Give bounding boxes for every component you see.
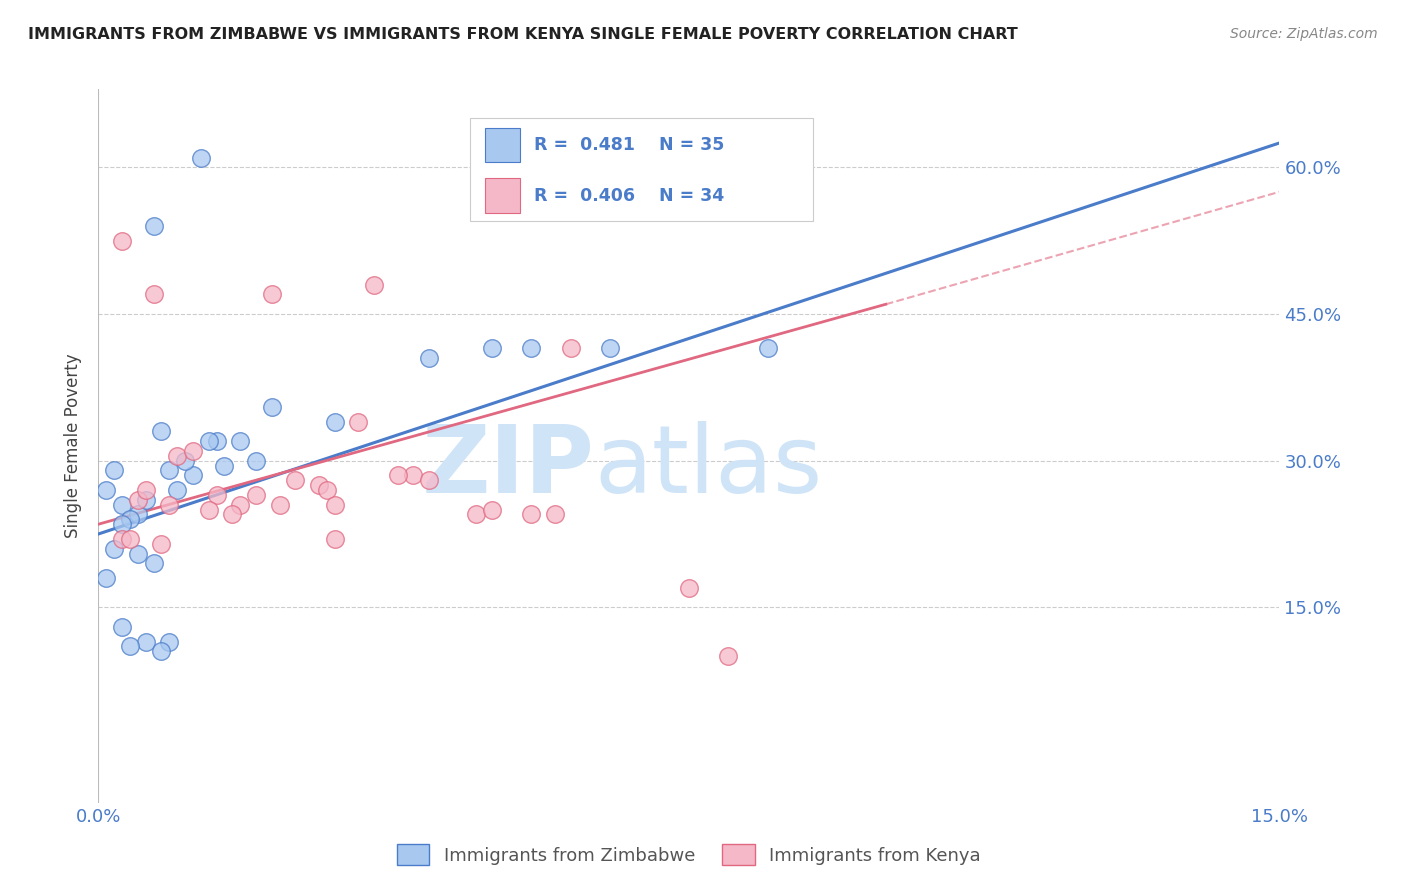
- FancyBboxPatch shape: [485, 178, 520, 212]
- Point: [96, 483, 118, 497]
- Point: [520, 341, 543, 355]
- Point: [323, 532, 346, 546]
- Point: [103, 541, 125, 556]
- Point: [111, 517, 134, 532]
- Point: [118, 532, 141, 546]
- Point: [135, 483, 157, 497]
- Point: [111, 234, 134, 248]
- Point: [166, 483, 188, 497]
- Point: [481, 502, 503, 516]
- Point: [560, 341, 582, 355]
- Point: [111, 532, 134, 546]
- Point: [142, 557, 165, 571]
- Point: [111, 498, 134, 512]
- Point: [418, 473, 440, 487]
- Point: [205, 434, 228, 449]
- Point: [387, 468, 409, 483]
- Point: [245, 453, 267, 467]
- Point: [103, 463, 125, 477]
- Point: [363, 277, 385, 292]
- Point: [197, 434, 219, 449]
- Point: [520, 508, 543, 522]
- Point: [111, 620, 134, 634]
- Point: [197, 502, 219, 516]
- Point: [127, 547, 149, 561]
- Point: [174, 453, 197, 467]
- Point: [323, 498, 346, 512]
- Point: [260, 400, 283, 414]
- Text: R =  0.481    N = 35: R = 0.481 N = 35: [534, 136, 724, 153]
- Point: [756, 341, 779, 355]
- Point: [157, 634, 180, 648]
- Point: [135, 492, 157, 507]
- Text: IMMIGRANTS FROM ZIMBABWE VS IMMIGRANTS FROM KENYA SINGLE FEMALE POVERTY CORRELAT: IMMIGRANTS FROM ZIMBABWE VS IMMIGRANTS F…: [28, 27, 1018, 42]
- Point: [347, 415, 370, 429]
- Point: [118, 640, 141, 654]
- Point: [402, 468, 425, 483]
- FancyBboxPatch shape: [471, 118, 813, 221]
- Point: [269, 498, 291, 512]
- Point: [135, 634, 157, 648]
- FancyBboxPatch shape: [485, 128, 520, 162]
- Point: [323, 415, 346, 429]
- Point: [150, 644, 173, 658]
- Point: [221, 508, 243, 522]
- Point: [678, 581, 700, 595]
- Y-axis label: Single Female Poverty: Single Female Poverty: [65, 354, 83, 538]
- Point: [157, 463, 180, 477]
- Point: [308, 478, 330, 492]
- Point: [465, 508, 488, 522]
- Point: [260, 287, 283, 301]
- Point: [205, 488, 228, 502]
- Point: [229, 498, 252, 512]
- Point: [142, 287, 165, 301]
- Text: R =  0.406    N = 34: R = 0.406 N = 34: [534, 186, 724, 204]
- Point: [190, 151, 212, 165]
- Point: [245, 488, 267, 502]
- Point: [214, 458, 236, 473]
- Point: [418, 351, 440, 365]
- Point: [118, 512, 141, 526]
- Point: [544, 508, 567, 522]
- Point: [181, 468, 204, 483]
- Point: [157, 498, 180, 512]
- Point: [599, 341, 621, 355]
- Text: Source: ZipAtlas.com: Source: ZipAtlas.com: [1230, 27, 1378, 41]
- Point: [717, 649, 740, 664]
- Point: [229, 434, 252, 449]
- Point: [481, 341, 503, 355]
- Point: [127, 492, 149, 507]
- Point: [127, 508, 149, 522]
- Point: [142, 219, 165, 233]
- Point: [166, 449, 188, 463]
- Point: [96, 571, 118, 585]
- Point: [284, 473, 307, 487]
- Text: atlas: atlas: [595, 421, 823, 514]
- Point: [150, 537, 173, 551]
- Point: [315, 483, 337, 497]
- Legend: Immigrants from Zimbabwe, Immigrants from Kenya: Immigrants from Zimbabwe, Immigrants fro…: [389, 837, 988, 872]
- Point: [150, 425, 173, 439]
- Text: ZIP: ZIP: [422, 421, 595, 514]
- Point: [181, 443, 204, 458]
